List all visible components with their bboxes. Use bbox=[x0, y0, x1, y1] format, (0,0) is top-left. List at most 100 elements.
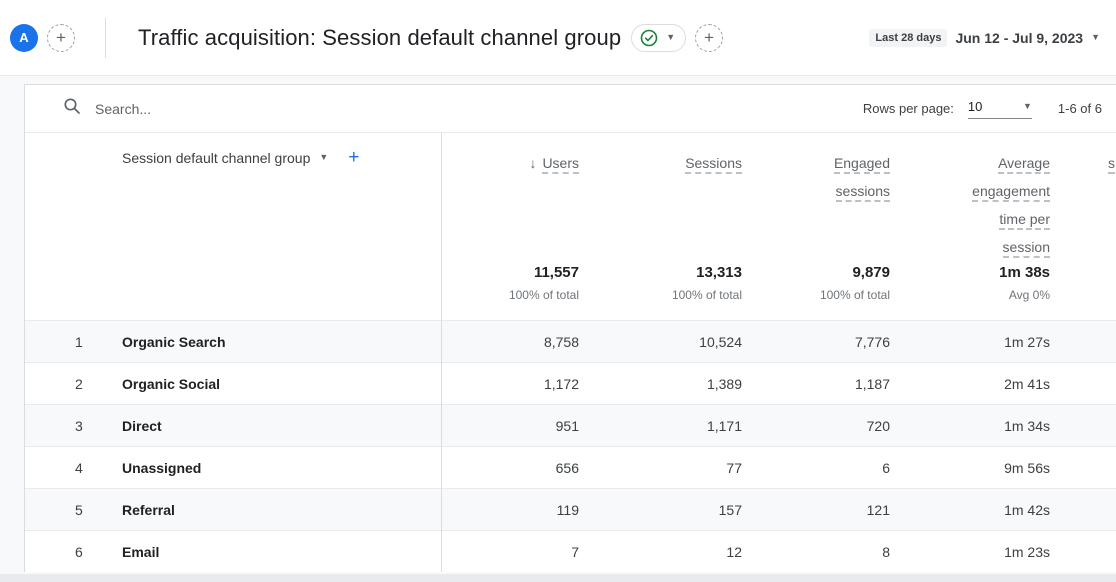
metric-value: 10,524 bbox=[699, 333, 742, 350]
channel-label: Organic Search bbox=[122, 333, 226, 350]
total-sublabel: 100% of total bbox=[508, 288, 579, 302]
total-sublabel: 100% of total bbox=[671, 288, 742, 302]
add-report-button[interactable]: + bbox=[695, 23, 724, 52]
metric-value: 1,389 bbox=[706, 375, 742, 392]
total-sublabel: Avg 0% bbox=[1008, 288, 1050, 302]
metric-header-line: Sessions bbox=[685, 155, 742, 174]
row-number: 5 bbox=[75, 501, 83, 518]
metric-header-line: engagement bbox=[972, 183, 1050, 202]
metric-value: 1m 34s bbox=[1004, 417, 1050, 434]
metric-value: 8 bbox=[882, 543, 890, 560]
add-comparison-button[interactable]: + bbox=[47, 23, 75, 52]
totals-cell: 13,313 100% of total bbox=[591, 251, 754, 302]
table-row[interactable]: 2 Organic Social 1,172 1,389 1,187 2m 41s bbox=[25, 363, 1116, 405]
metric-value: 77 bbox=[726, 459, 742, 476]
total-value: 13,313 bbox=[696, 264, 742, 281]
totals-cell: 11,557 100% of total bbox=[441, 251, 591, 302]
horizontal-scrollbar[interactable] bbox=[0, 574, 1116, 582]
date-preset-badge: Last 28 days bbox=[869, 28, 948, 47]
table-row[interactable]: 3 Direct 951 1,171 720 1m 34s bbox=[25, 405, 1116, 447]
total-sublabel: 100% of total bbox=[819, 288, 890, 302]
metric-value: 119 bbox=[556, 501, 579, 518]
metric-value: 1,171 bbox=[706, 417, 742, 434]
row-number: 2 bbox=[75, 375, 83, 392]
metric-value: 1m 42s bbox=[1004, 501, 1050, 518]
metric-header-users[interactable]: ↓ Users bbox=[441, 133, 591, 261]
metric-value: 7,776 bbox=[854, 333, 890, 350]
dimension-cell: 1 Organic Search bbox=[25, 321, 441, 362]
channel-label: Referral bbox=[122, 501, 175, 518]
metric-header-line: session bbox=[1002, 239, 1050, 258]
row-number: 3 bbox=[75, 417, 83, 434]
dimension-cell: 6 Email bbox=[25, 531, 441, 572]
metric-value: 2m 41s bbox=[1004, 375, 1050, 392]
metric-value: 1m 23s bbox=[1004, 543, 1050, 560]
table-row[interactable]: 1 Organic Search 8,758 10,524 7,776 1m 27s bbox=[25, 321, 1116, 363]
report-table-card: Search... Rows per page: 10 ▼ 1-6 of 6 S… bbox=[24, 84, 1116, 572]
search-icon bbox=[63, 97, 81, 120]
total-value: 11,557 bbox=[533, 264, 579, 281]
metric-value: 7 bbox=[571, 543, 579, 560]
metric-header-sessions[interactable]: Sessions bbox=[591, 133, 754, 261]
chevron-down-icon: ▼ bbox=[1091, 32, 1100, 42]
totals-cell: 9,879 100% of total bbox=[754, 251, 902, 302]
metric-header-average-engagement-time per-session[interactable]: Average engagement time per session bbox=[902, 133, 1062, 261]
report-content: Search... Rows per page: 10 ▼ 1-6 of 6 S… bbox=[0, 76, 1116, 582]
totals-cell: 1m 38s Avg 0% bbox=[902, 251, 1062, 302]
row-number: 6 bbox=[75, 543, 83, 560]
plus-icon: + bbox=[56, 27, 66, 47]
report-status-dropdown[interactable]: ▼ bbox=[631, 23, 687, 52]
metric-header-line: Users bbox=[542, 155, 579, 174]
dimension-cell: 4 Unassigned bbox=[25, 447, 441, 488]
comparison-avatar[interactable]: A bbox=[10, 23, 38, 52]
report-header: A + Traffic acquisition: Session default… bbox=[0, 0, 1116, 76]
dimension-cell: 2 Organic Social bbox=[25, 363, 441, 404]
metric-value: 1,172 bbox=[543, 375, 579, 392]
chevron-down-icon[interactable]: ▼ bbox=[319, 152, 329, 162]
table-header-row: Session default channel group ▼ + ↓ Users… bbox=[25, 133, 1116, 258]
metric-header-line: sessions bbox=[835, 183, 890, 202]
channel-label: Organic Social bbox=[122, 375, 221, 392]
total-value: 9,879 bbox=[852, 264, 890, 281]
column-divider bbox=[441, 133, 442, 572]
table-row[interactable]: 5 Referral 119 157 121 1m 42s bbox=[25, 489, 1116, 531]
total-value: 1m 38s bbox=[999, 264, 1050, 281]
metric-value: 1m 27s bbox=[1004, 333, 1050, 350]
chevron-down-icon: ▼ bbox=[1022, 100, 1032, 111]
totals-row: 11,557 100% of total 13,313 100% of total 9,… bbox=[25, 251, 1116, 321]
add-dimension-button[interactable]: + bbox=[348, 147, 360, 168]
rows-per-page-value: 10 bbox=[967, 98, 983, 114]
search-input[interactable]: Search... bbox=[95, 100, 152, 117]
metric-header-line: time per bbox=[999, 211, 1050, 230]
table-row[interactable]: 6 Email 7 12 8 1m 23s bbox=[25, 531, 1116, 572]
metric-header-s[interactable]: s bbox=[1062, 133, 1116, 261]
channel-label: Direct bbox=[122, 417, 162, 434]
date-range-picker[interactable]: Last 28 days Jun 12 - Jul 9, 2023 ▼ bbox=[869, 28, 1100, 47]
date-range-text: Jun 12 - Jul 9, 2023 bbox=[955, 29, 1084, 46]
totals-cell bbox=[1062, 251, 1116, 302]
page-title: Traffic acquisition: Session default cha… bbox=[138, 24, 622, 50]
metric-value: 720 bbox=[866, 417, 890, 434]
metric-header-engaged-sessions[interactable]: Engaged sessions bbox=[754, 133, 902, 261]
table-row[interactable]: 4 Unassigned 656 77 6 9m 56s bbox=[25, 447, 1116, 489]
rows-per-page-label: Rows per page: bbox=[862, 101, 954, 116]
dimension-cell: 3 Direct bbox=[25, 405, 441, 446]
data-table: Session default channel group ▼ + ↓ Users… bbox=[25, 133, 1116, 572]
metric-value: 656 bbox=[555, 459, 579, 476]
table-toolbar: Search... Rows per page: 10 ▼ 1-6 of 6 bbox=[25, 85, 1116, 133]
metric-header-line: s bbox=[1108, 155, 1115, 174]
channel-label: Unassigned bbox=[122, 459, 202, 476]
sort-descending-icon: ↓ bbox=[529, 155, 537, 171]
metric-header-line: Engaged bbox=[833, 155, 890, 174]
metric-header-line: Average bbox=[998, 155, 1050, 174]
header-divider bbox=[105, 17, 106, 58]
channel-label: Email bbox=[122, 543, 160, 560]
row-number: 4 bbox=[75, 459, 83, 476]
dimension-header-dropdown[interactable]: Session default channel group bbox=[122, 150, 311, 166]
rows-per-page-select[interactable]: 10 ▼ bbox=[967, 98, 1032, 119]
table-body: 1 Organic Search 8,758 10,524 7,776 1m 27s 2 Or… bbox=[25, 321, 1116, 572]
plus-icon: + bbox=[704, 27, 715, 47]
metric-value: 1,187 bbox=[854, 375, 890, 392]
metric-value: 157 bbox=[718, 501, 742, 518]
